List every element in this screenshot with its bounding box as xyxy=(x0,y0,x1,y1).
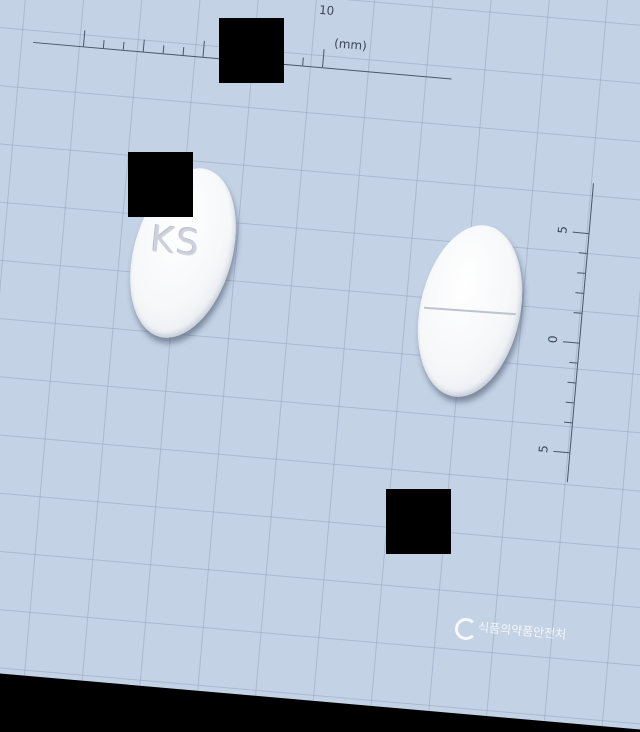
top-ruler-tick xyxy=(322,49,325,68)
redaction-block xyxy=(128,152,193,217)
top-ruler-tick xyxy=(82,30,86,47)
right-ruler-tick xyxy=(565,401,574,404)
right-ruler-tick xyxy=(572,231,589,235)
pill-score-line xyxy=(424,306,516,316)
redaction-block xyxy=(219,18,284,83)
right-ruler-number: 0 xyxy=(545,334,561,344)
right-ruler-tick xyxy=(562,341,580,344)
right-ruler-tick xyxy=(563,421,573,424)
right-ruler-line xyxy=(566,183,594,483)
right-ruler-tick xyxy=(575,292,584,294)
pill-imprint: KS xyxy=(148,219,204,266)
top-ruler-tick xyxy=(122,41,125,50)
top-ruler-tick xyxy=(302,57,304,66)
right-ruler-tick xyxy=(567,381,576,384)
right-ruler-tick xyxy=(553,450,570,454)
top-ruler-tick xyxy=(182,47,185,56)
top-ruler-number: 10 xyxy=(318,2,335,19)
agency-logo-icon xyxy=(455,618,477,640)
top-ruler-tick xyxy=(102,40,105,49)
right-ruler-tick xyxy=(569,361,578,364)
top-ruler-tick xyxy=(202,40,205,57)
right-ruler-number: 5 xyxy=(555,225,570,235)
top-ruler-tick xyxy=(162,45,165,54)
ruler-unit-label: (mm) xyxy=(333,36,368,54)
top-ruler-tick xyxy=(142,39,145,52)
right-ruler-number: 5 xyxy=(536,444,551,454)
right-ruler-tick xyxy=(573,312,582,314)
right-ruler-tick xyxy=(577,272,586,274)
redaction-block xyxy=(386,489,451,554)
right-ruler-tick xyxy=(578,252,587,254)
